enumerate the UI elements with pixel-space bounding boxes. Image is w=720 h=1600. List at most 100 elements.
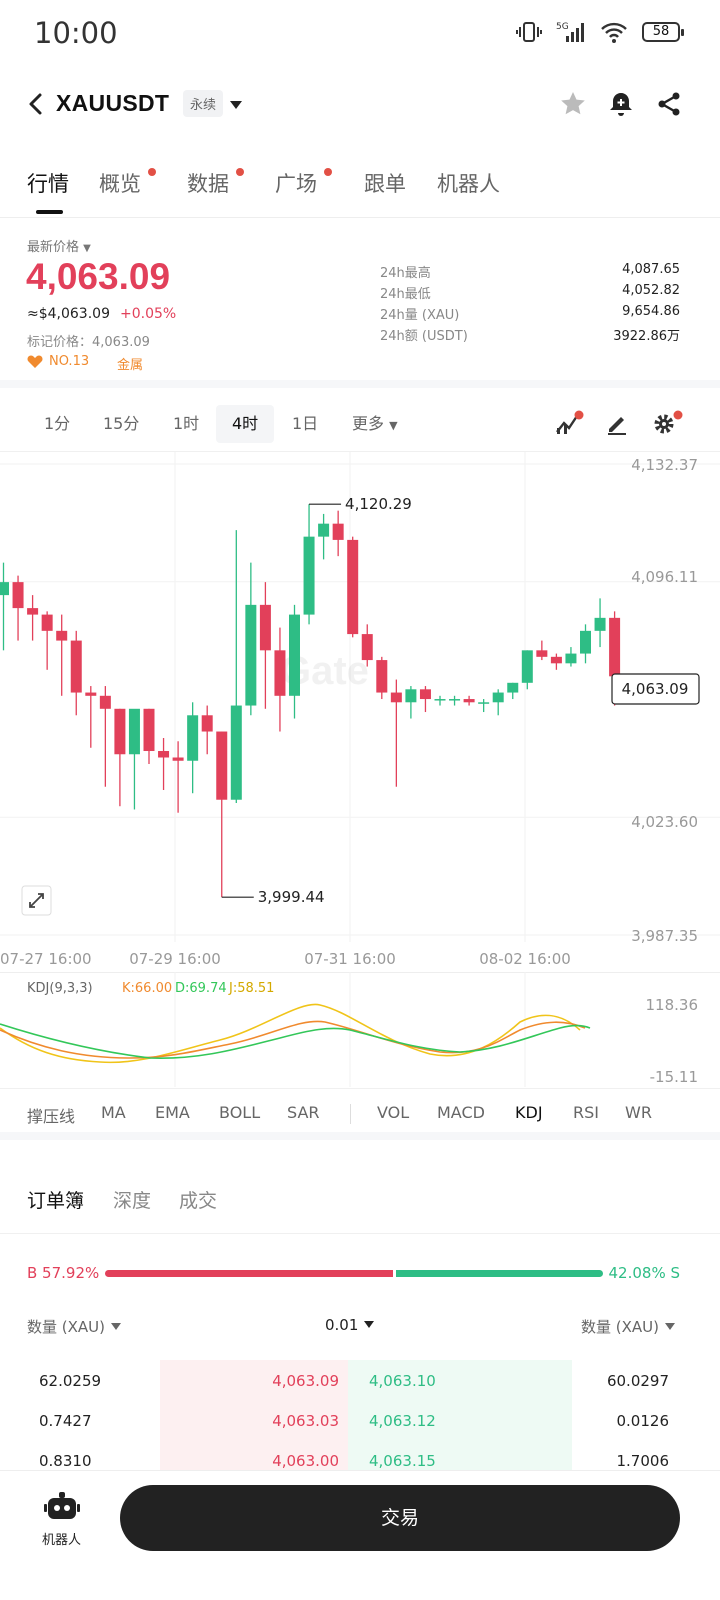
bottom-action-bar: 机器人 交易 <box>0 1470 720 1600</box>
kdj-k-line <box>0 1020 586 1059</box>
stat-row: 24h最高 4,087.65 <box>380 262 680 283</box>
robot-icon[interactable] <box>44 1491 80 1521</box>
interval-more[interactable]: 更多 ▼ <box>336 405 414 443</box>
rank-badge[interactable]: NO.13 <box>27 354 89 369</box>
indicator-ma[interactable]: MA <box>101 1103 126 1122</box>
kdj-j-label: J:58.51 <box>228 981 274 996</box>
header: XAUUSDT 永续 <box>0 70 720 140</box>
price-alert-icon[interactable] <box>607 90 635 118</box>
stat-value: 4,087.65 <box>622 262 680 277</box>
ask-price: 4,063.12 <box>369 1412 436 1430</box>
candle-body <box>274 650 286 696</box>
candle-body <box>187 715 199 761</box>
perpetual-badge: 永续 <box>183 90 224 117</box>
candle-body <box>27 608 39 615</box>
latest-price-selector[interactable]: 最新价格 ▼ <box>27 236 91 255</box>
candle-body <box>56 630 68 641</box>
indicator-kdj[interactable]: KDJ <box>515 1103 543 1122</box>
bid-price: 4,063.00 <box>272 1452 339 1470</box>
candle-body <box>609 617 621 677</box>
candle-body <box>41 614 53 631</box>
stats-panel: 24h最高 4,087.65 24h最低 4,052.82 24h量 (XAU) 9,… <box>380 262 680 346</box>
stat-row: 24h量 (XAU) 9,654.86 <box>380 304 680 325</box>
indicator-wr[interactable]: WR <box>625 1103 652 1122</box>
symbol-dropdown-icon[interactable] <box>230 101 242 109</box>
indicator-boll[interactable]: BOLL <box>219 1103 261 1122</box>
candle-body <box>318 523 330 537</box>
ask-depth-bar <box>348 1400 572 1440</box>
candle-body <box>507 682 519 693</box>
ratio-bar-buy <box>105 1270 394 1277</box>
candle-body <box>303 536 315 615</box>
candle-body <box>128 708 140 755</box>
ratio-bar <box>105 1270 603 1277</box>
ask-qty-header[interactable]: 数量 (XAU) <box>581 1316 675 1337</box>
interval-15m[interactable]: 15分 <box>103 414 140 433</box>
bid-qty: 0.7427 <box>39 1412 92 1430</box>
sell-ratio: 42.08% S <box>608 1264 680 1282</box>
stat-label: 24h量 (XAU) <box>380 308 460 323</box>
candle-body <box>580 630 591 654</box>
share-icon[interactable] <box>655 90 683 118</box>
tab-data[interactable]: 数据 <box>187 172 229 196</box>
interval-selector: 1分 15分 1时 4时 1日 更多 ▼ <box>0 396 720 452</box>
indicator-rsi[interactable]: RSI <box>573 1103 599 1122</box>
candle-body <box>230 705 242 800</box>
candle-body <box>361 634 373 661</box>
indicator-ema[interactable]: EMA <box>155 1103 190 1122</box>
tab-bots[interactable]: 机器人 <box>437 172 500 196</box>
indicator-support-resistance[interactable]: 撑压线 <box>27 1107 76 1126</box>
expand-chart-icon[interactable] <box>21 885 52 916</box>
candle-body <box>143 708 155 752</box>
orderbook-row[interactable]: 0.7427 4,063.03 4,063.12 0.0126 <box>0 1400 720 1440</box>
star-icon[interactable] <box>559 90 587 118</box>
draw-pencil-icon[interactable] <box>604 410 630 436</box>
signal-icon: 5G <box>556 22 584 42</box>
candle-body <box>158 751 170 758</box>
high-price-label: 4,120.29 <box>345 495 412 513</box>
trade-button[interactable]: 交易 <box>120 1485 680 1551</box>
tab-trades[interactable]: 成交 <box>179 1190 218 1212</box>
interval-1m[interactable]: 1分 <box>44 414 71 433</box>
symbol-title[interactable]: XAUUSDT <box>56 90 170 116</box>
chevron-down-icon <box>111 1323 121 1330</box>
battery-icon: 58 <box>642 22 684 42</box>
orderbook-row[interactable]: 0.8310 4,063.00 4,063.15 1.7006 <box>0 1440 720 1470</box>
ask-depth-bar <box>348 1360 572 1400</box>
tab-depth[interactable]: 深度 <box>113 1190 152 1212</box>
candlestick-chart[interactable]: Gate 4,132.37 4,096.11 4,023.60 3,987.35… <box>0 452 720 972</box>
bid-qty-header[interactable]: 数量 (XAU) <box>27 1316 121 1337</box>
rank-text: NO.13 <box>49 354 90 369</box>
indicator-vol[interactable]: VOL <box>377 1103 410 1122</box>
candle-body <box>347 539 359 635</box>
candle-body <box>70 640 82 693</box>
interval-1h[interactable]: 1时 <box>173 414 200 433</box>
interval-4h[interactable]: 4时 <box>216 405 275 443</box>
svg-text:5G: 5G <box>556 22 569 32</box>
stat-label: 24h额 (USDT) <box>380 329 468 344</box>
kdj-svg: KDJ(9,3,3) K:66.00 D:69.74 J:58.51 118.3… <box>0 972 720 1087</box>
precision-selector[interactable]: 0.01 <box>325 1316 375 1334</box>
orderbook-row[interactable]: 62.0259 4,063.09 4,063.10 60.0297 <box>0 1360 720 1400</box>
candlestick-svg: Gate 4,132.37 4,096.11 4,023.60 3,987.35… <box>0 452 720 968</box>
tab-orderbook[interactable]: 订单簿 <box>27 1190 85 1212</box>
indicator-sar[interactable]: SAR <box>287 1103 320 1122</box>
x-tick-label: 07-29 16:00 <box>129 950 221 968</box>
tab-copy-trading[interactable]: 跟单 <box>364 172 406 196</box>
candle-body <box>492 692 504 703</box>
tab-square[interactable]: 广场 <box>275 172 317 196</box>
tab-market[interactable]: 行情 <box>27 172 69 196</box>
indicator-macd[interactable]: MACD <box>437 1103 485 1122</box>
indicator-selector: 撑压线 MA EMA BOLL SAR VOL MACD KDJ RSI WR <box>0 1088 720 1140</box>
chart-settings-gear-icon[interactable] <box>652 410 684 436</box>
category-tag[interactable]: 金属 <box>117 358 144 373</box>
indicator-chart-icon[interactable] <box>554 410 584 436</box>
stat-value: 9,654.86 <box>622 304 680 319</box>
back-arrow-icon[interactable] <box>22 90 50 118</box>
interval-1d[interactable]: 1日 <box>292 414 319 433</box>
orderbook-tabs: 订单簿 深度 成交 <box>0 1170 720 1234</box>
tab-overview[interactable]: 概览 <box>99 172 141 196</box>
robot-label[interactable]: 机器人 <box>42 1533 82 1548</box>
candle-body <box>216 731 228 800</box>
stat-label: 24h最低 <box>380 287 431 302</box>
